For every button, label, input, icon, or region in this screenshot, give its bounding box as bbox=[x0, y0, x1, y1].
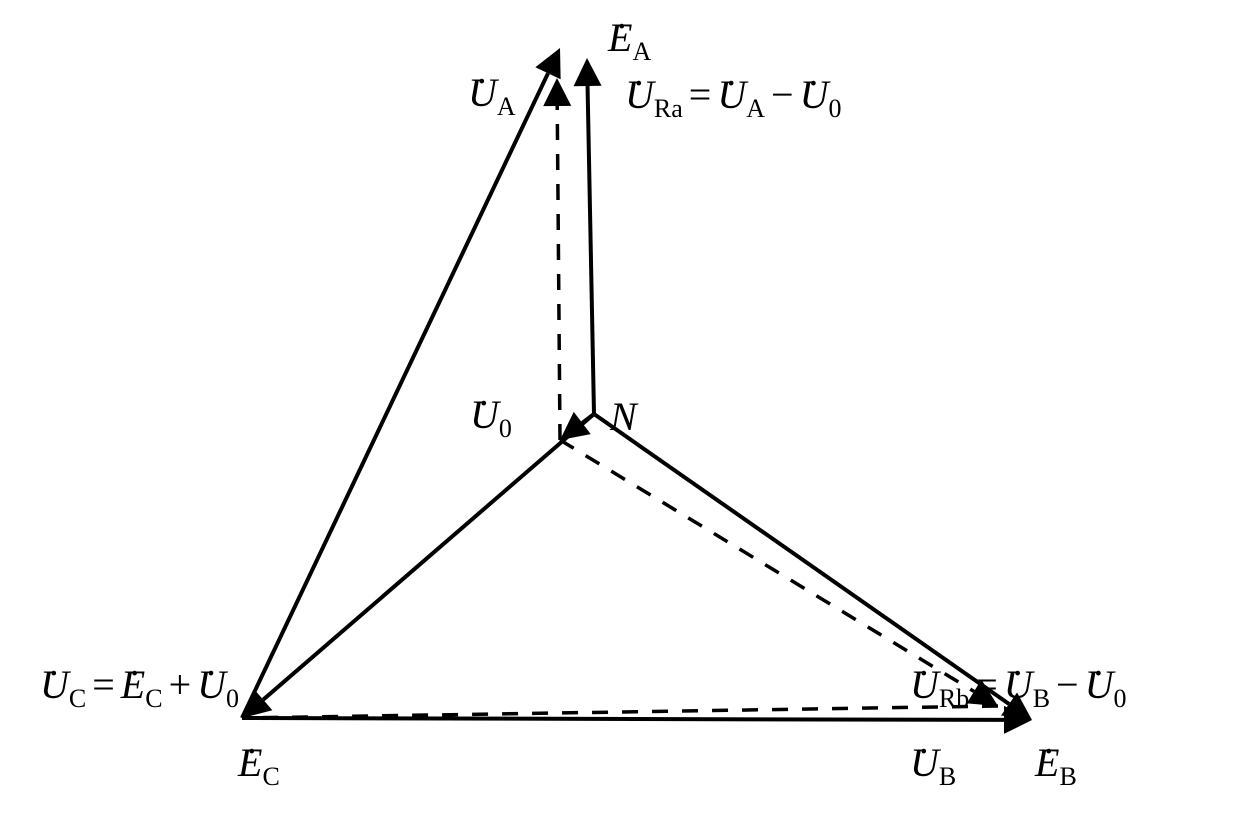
phasor-diagram: .EA .UA .U0 N .EB .UB .EC .URa=.UA−.U0 .URb=.UB−… bbox=[0, 0, 1239, 815]
vector-line bbox=[263, 414, 594, 700]
label-URa: .URa=.UA−.U0 bbox=[625, 75, 841, 122]
vector-line bbox=[594, 414, 1009, 704]
label-EC: .EC bbox=[238, 743, 280, 790]
label-UA: .UA bbox=[468, 73, 516, 120]
vector-arrowhead bbox=[560, 412, 591, 440]
vector-line bbox=[560, 440, 974, 691]
vector-line bbox=[557, 106, 560, 440]
label-UC: .UC=.EC+.U0 bbox=[40, 665, 239, 712]
label-URb: .URb=.UB−.U0 bbox=[910, 665, 1126, 712]
label-EB: .EB bbox=[1035, 743, 1077, 790]
vector-line bbox=[242, 706, 998, 718]
label-N: N bbox=[610, 397, 637, 437]
label-EA: .EA bbox=[608, 18, 651, 65]
vector-arrowhead bbox=[543, 78, 571, 106]
label-U0: .U0 bbox=[470, 395, 512, 442]
vector-line bbox=[588, 86, 594, 414]
vector-line bbox=[242, 718, 1004, 720]
label-UB: .UB bbox=[910, 743, 956, 790]
vector-arrowhead bbox=[574, 58, 602, 86]
